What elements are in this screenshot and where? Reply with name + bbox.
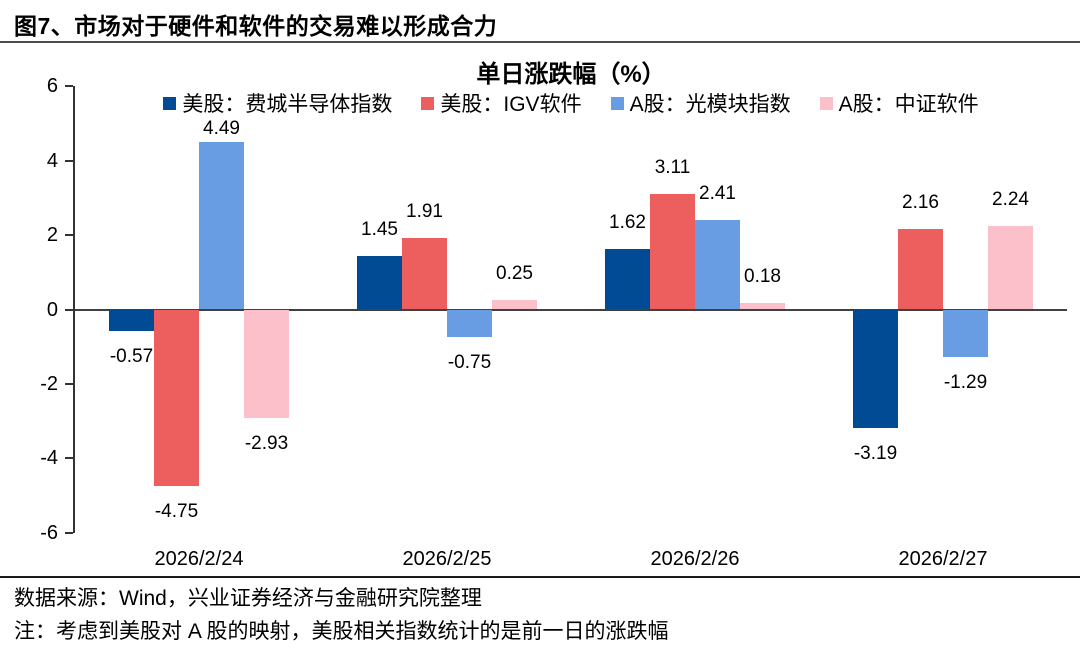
footer-rule bbox=[0, 576, 1080, 578]
x-axis-label: 2026/2/26 bbox=[650, 548, 740, 570]
footnote: 注：考虑到美股对 A 股的映射，美股相关指数统计的是前一日的涨跌幅 bbox=[14, 620, 669, 643]
chart-title: 单日涨跌幅（%） bbox=[476, 61, 666, 88]
bar bbox=[244, 309, 289, 419]
legend-label: A股：光模块指数 bbox=[629, 93, 791, 116]
bar-value-label: -2.93 bbox=[244, 433, 289, 455]
legend-item: A股：中证软件 bbox=[819, 88, 979, 118]
bar bbox=[109, 309, 154, 331]
header-rule bbox=[0, 41, 1080, 43]
bar-value-label: -0.57 bbox=[109, 345, 154, 367]
bar-value-label: 2.41 bbox=[699, 182, 736, 204]
bar bbox=[740, 302, 785, 310]
bar-value-label: 0.25 bbox=[496, 263, 533, 285]
y-tick-label: 0 bbox=[46, 298, 58, 321]
bar bbox=[357, 255, 402, 310]
y-tick-label: 6 bbox=[46, 75, 58, 98]
legend-swatch-icon bbox=[610, 96, 624, 110]
bar-value-label: 2.24 bbox=[992, 189, 1029, 211]
y-tick bbox=[65, 531, 73, 534]
bar bbox=[988, 226, 1033, 310]
bar bbox=[402, 238, 447, 310]
legend-swatch-icon bbox=[819, 96, 833, 110]
bar bbox=[898, 229, 943, 310]
bar-value-label: 0.18 bbox=[744, 265, 781, 287]
legend-item: 美股：费城半导体指数 bbox=[163, 88, 392, 118]
y-tick bbox=[65, 159, 73, 162]
y-axis-line bbox=[73, 86, 75, 533]
legend-label: 美股：IGV软件 bbox=[440, 93, 582, 116]
legend-label: A股：中证软件 bbox=[838, 93, 979, 116]
y-tick-label: 4 bbox=[46, 149, 58, 172]
y-tick-label: -2 bbox=[40, 372, 58, 395]
zero-line bbox=[75, 308, 1067, 311]
y-tick-label: 2 bbox=[46, 224, 58, 247]
y-tick bbox=[65, 457, 73, 460]
bar-value-label: 2.16 bbox=[902, 192, 939, 214]
y-tick bbox=[65, 308, 73, 311]
source-note: 数据来源：Wind，兴业证券经济与金融研究院整理 bbox=[14, 587, 482, 610]
y-tick-label: -6 bbox=[40, 521, 58, 544]
bar bbox=[853, 309, 898, 429]
legend-swatch-icon bbox=[163, 96, 177, 110]
bar-value-label: -0.75 bbox=[447, 352, 492, 374]
legend-label: 美股：费城半导体指数 bbox=[182, 93, 393, 116]
bar bbox=[447, 309, 492, 338]
bar-value-label: 1.91 bbox=[406, 201, 443, 223]
bar-value-label: 1.45 bbox=[361, 218, 398, 240]
bar-value-label: -4.75 bbox=[154, 501, 199, 523]
bar bbox=[199, 142, 244, 310]
legend-item: 美股：IGV软件 bbox=[421, 88, 582, 118]
figure-title: 图7、市场对于硬件和软件的交易难以形成合力 bbox=[14, 13, 498, 39]
y-tick-label: -4 bbox=[40, 447, 58, 470]
y-tick bbox=[65, 382, 73, 385]
x-axis-label: 2026/2/27 bbox=[898, 548, 988, 570]
bar-value-label: -3.19 bbox=[853, 443, 898, 465]
bar-value-label: 1.62 bbox=[609, 212, 646, 234]
chart-legend: 美股：费城半导体指数 美股：IGV软件 A股：光模块指数 A股：中证软件 bbox=[75, 90, 1067, 116]
bar bbox=[943, 309, 988, 358]
y-tick bbox=[65, 234, 73, 237]
bar-value-label: 4.49 bbox=[203, 118, 240, 140]
x-axis-label: 2026/2/24 bbox=[154, 548, 244, 570]
legend-item: A股：光模块指数 bbox=[610, 88, 791, 118]
y-tick bbox=[65, 85, 73, 88]
bar bbox=[154, 309, 199, 487]
legend-swatch-icon bbox=[421, 96, 435, 110]
bar bbox=[605, 249, 650, 310]
bar bbox=[650, 193, 695, 310]
bar-value-label: 3.11 bbox=[654, 156, 691, 178]
bar-value-label: -1.29 bbox=[943, 372, 988, 394]
x-axis-label: 2026/2/25 bbox=[402, 548, 492, 570]
bar bbox=[492, 300, 537, 310]
bar bbox=[695, 219, 740, 310]
